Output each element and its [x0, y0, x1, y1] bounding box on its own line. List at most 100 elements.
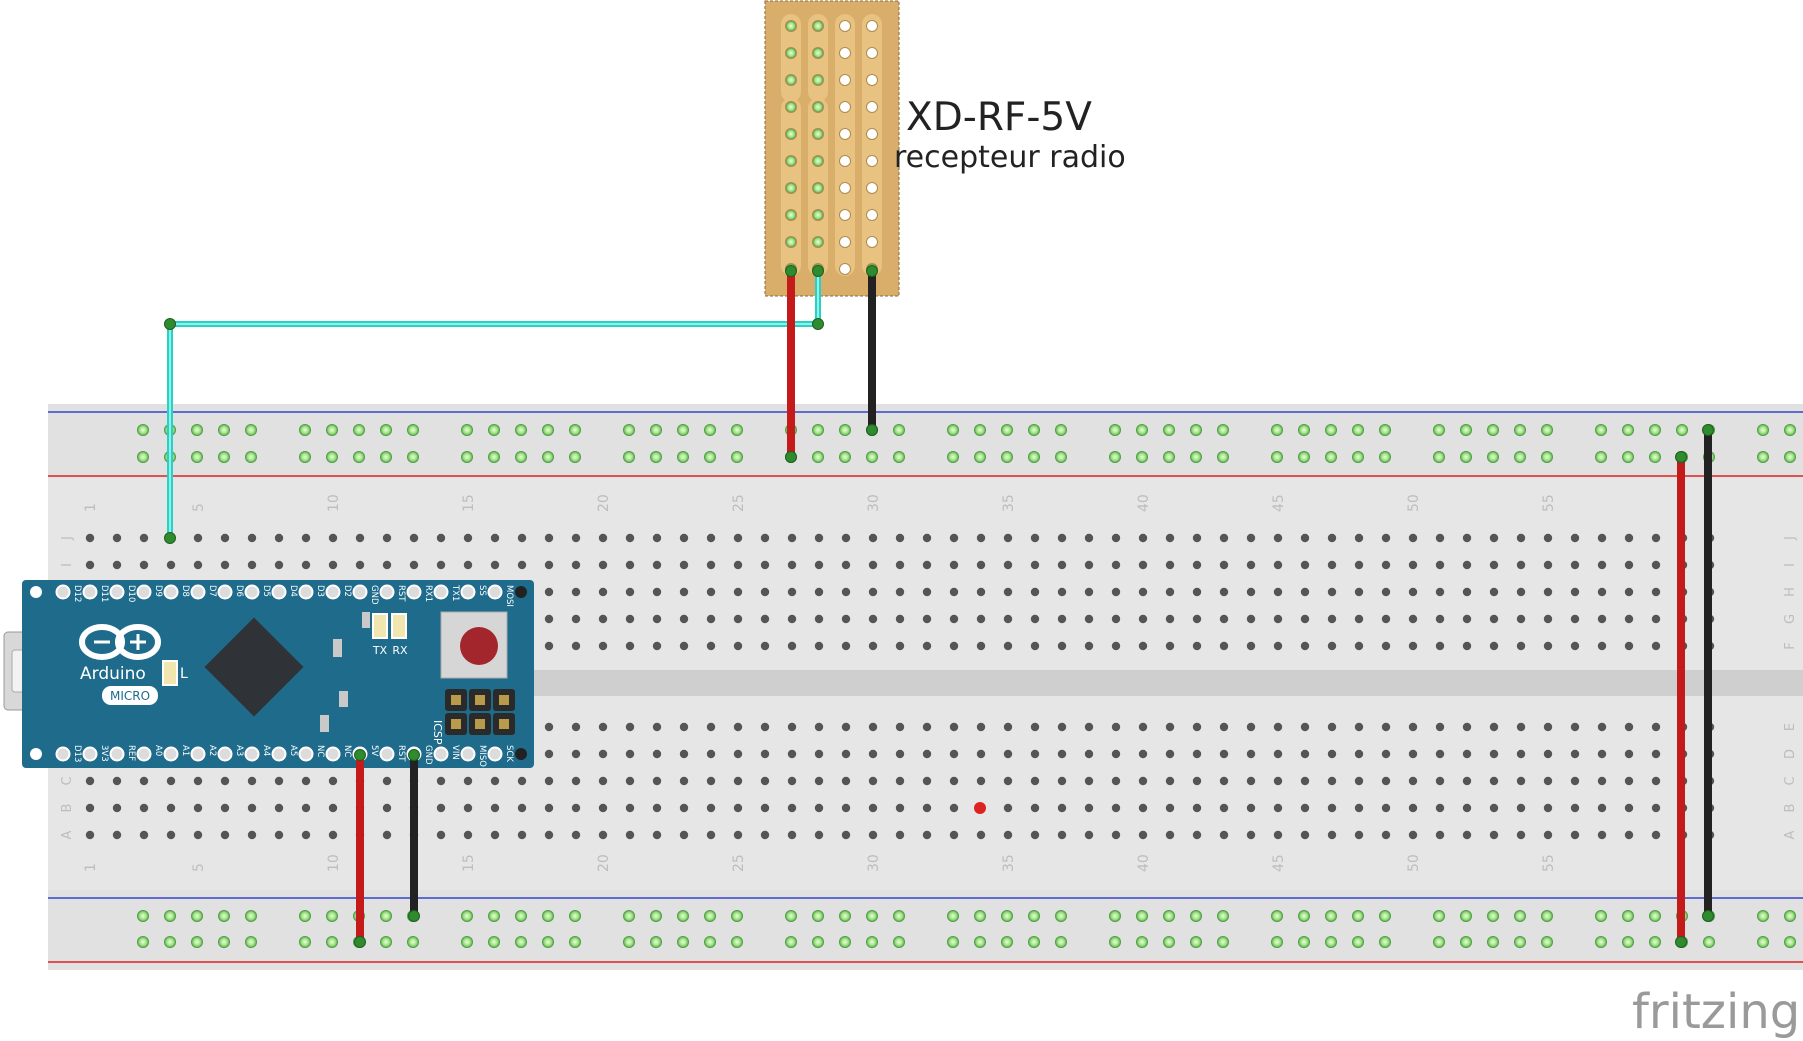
rail-hole — [1676, 424, 1688, 436]
stripboard-hole — [785, 47, 797, 59]
breadboard-hole — [841, 533, 851, 543]
breadboard-hole — [1084, 749, 1094, 759]
breadboard-hole — [544, 533, 554, 543]
module-title: XD-RF-5V — [906, 95, 1092, 140]
breadboard-hole — [1300, 749, 1310, 759]
breadboard-hole — [301, 803, 311, 813]
column-number: 45 — [1271, 854, 1287, 872]
column-number: 5 — [191, 863, 207, 872]
breadboard-hole — [1624, 803, 1634, 813]
breadboard-hole — [1462, 803, 1472, 813]
stripboard-hole — [866, 101, 878, 113]
pin-label: A1 — [180, 745, 190, 756]
breadboard-hole — [760, 776, 770, 786]
rail-hole — [488, 424, 500, 436]
breadboard-hole — [1381, 560, 1391, 570]
breadboard-hole — [922, 722, 932, 732]
breadboard-hole — [1219, 830, 1229, 840]
rail-hole — [245, 424, 257, 436]
column-number: 35 — [1001, 494, 1017, 512]
rail-hole — [245, 451, 257, 463]
rail-hole — [650, 424, 662, 436]
row-letter: J — [60, 536, 75, 541]
breadboard-hole — [949, 614, 959, 624]
led-l-label: L — [180, 666, 188, 682]
breadboard-hole — [1030, 533, 1040, 543]
row-letter: A — [60, 830, 75, 839]
arduino-pin — [325, 584, 341, 600]
breadboard-hole — [1651, 587, 1661, 597]
breadboard-hole — [1435, 560, 1445, 570]
breadboard-hole — [1516, 533, 1526, 543]
breadboard-hole — [1030, 803, 1040, 813]
breadboard-hole — [1408, 830, 1418, 840]
breadboard-hole — [814, 560, 824, 570]
breadboard-hole — [625, 560, 635, 570]
column-number: 10 — [326, 854, 342, 872]
breadboard-hole — [1138, 722, 1148, 732]
breadboard-hole — [274, 560, 284, 570]
breadboard-hole — [922, 614, 932, 624]
arduino-pin — [487, 746, 503, 762]
breadboard-hole — [1165, 641, 1175, 651]
arduino-pin — [55, 746, 71, 762]
breadboard-hole — [274, 830, 284, 840]
pin-label: VIN — [450, 745, 460, 760]
breadboard-hole — [571, 830, 581, 840]
rail-hole — [1298, 910, 1310, 922]
breadboard-hole — [1273, 560, 1283, 570]
breadboard-hole — [1570, 722, 1580, 732]
arduino-pin — [190, 746, 206, 762]
rail-hole — [1703, 936, 1715, 948]
rail-hole — [137, 451, 149, 463]
wire-endpoint — [354, 936, 366, 948]
breadboard-hole — [220, 533, 230, 543]
breadboard-hole — [1030, 614, 1040, 624]
breadboard-hole — [1219, 533, 1229, 543]
rail-hole — [1487, 424, 1499, 436]
breadboard-hole — [1408, 749, 1418, 759]
rail-hole — [1028, 451, 1040, 463]
breadboard-hole — [733, 533, 743, 543]
pin-label: A3 — [234, 745, 244, 756]
rail-hole — [380, 451, 392, 463]
highlighted-hole — [974, 802, 986, 814]
breadboard-hole — [1543, 830, 1553, 840]
breadboard-hole — [166, 830, 176, 840]
rail-hole — [299, 424, 311, 436]
breadboard-hole — [544, 614, 554, 624]
breadboard-hole — [760, 614, 770, 624]
breadboard-hole — [760, 830, 770, 840]
rail-hole — [1163, 936, 1175, 948]
icsp-label: ICSP — [431, 720, 444, 745]
rail-hole — [515, 936, 527, 948]
infinity-left-loop — [79, 624, 125, 660]
rail-hole — [1514, 936, 1526, 948]
stripboard-hole — [812, 47, 824, 59]
breadboard-hole — [436, 560, 446, 570]
rail-hole — [1649, 451, 1661, 463]
rail-hole — [1622, 424, 1634, 436]
pin-label: RST — [396, 745, 406, 762]
rail-hole — [1028, 936, 1040, 948]
icsp-pin-contact — [499, 695, 509, 705]
pin-label: GND — [423, 745, 433, 765]
arduino-pin — [217, 746, 233, 762]
breadboard-hole — [895, 641, 905, 651]
breadboard-hole — [1624, 749, 1634, 759]
breadboard-hole — [1111, 587, 1121, 597]
breadboard-hole — [490, 533, 500, 543]
stripboard-hole — [785, 209, 797, 221]
breadboard-hole — [1489, 749, 1499, 759]
breadboard-hole — [1165, 614, 1175, 624]
arduino-pin — [460, 584, 476, 600]
breadboard-hole — [193, 533, 203, 543]
breadboard-hole — [1651, 533, 1661, 543]
rail-hole — [1217, 424, 1229, 436]
rail-hole — [974, 936, 986, 948]
rail-hole — [488, 936, 500, 948]
breadboard-hole — [1192, 641, 1202, 651]
rail-hole — [1109, 451, 1121, 463]
rail-hole — [812, 910, 824, 922]
breadboard-hole — [598, 641, 608, 651]
